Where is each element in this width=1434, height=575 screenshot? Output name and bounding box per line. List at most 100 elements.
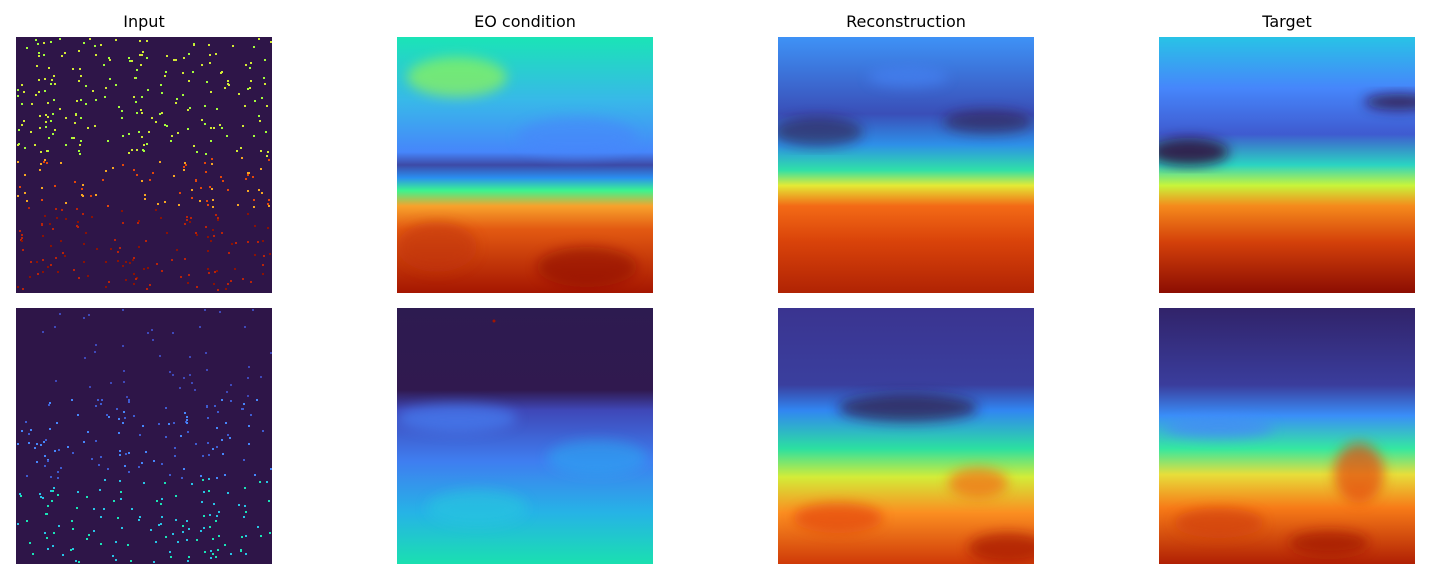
sample-point [106, 414, 108, 416]
sample-point [128, 133, 130, 135]
sample-point [57, 494, 59, 496]
sample-point [270, 468, 272, 470]
sample-point [158, 423, 160, 425]
sample-point [100, 456, 102, 458]
sample-point [211, 163, 213, 165]
sample-point [135, 77, 137, 79]
sample-point [45, 439, 47, 441]
sample-point [268, 159, 270, 161]
sample-point [90, 195, 92, 197]
sample-point [174, 447, 176, 449]
sample-point [28, 433, 30, 435]
sample-point [88, 534, 90, 536]
sample-point [178, 204, 180, 206]
sample-point [62, 252, 64, 254]
sample-point [183, 166, 185, 168]
sample-point [207, 268, 209, 270]
sample-point [179, 192, 181, 194]
sample-point [77, 414, 79, 416]
sample-point [159, 355, 161, 357]
sample-point [175, 59, 177, 61]
sample-point [141, 462, 143, 464]
sample-point [183, 169, 185, 171]
sample-point [219, 124, 221, 126]
sample-point [213, 503, 215, 505]
sample-point [247, 395, 249, 397]
sample-point [206, 369, 208, 371]
sample-point [78, 50, 80, 52]
sample-point [196, 151, 198, 153]
sample-point [141, 136, 143, 138]
sample-point [119, 480, 121, 482]
sample-point [226, 391, 228, 393]
sample-point [191, 483, 193, 485]
sample-point [19, 186, 21, 188]
sample-point [196, 539, 198, 541]
sample-point [161, 92, 163, 94]
sample-point [83, 261, 85, 263]
sample-point [75, 560, 77, 562]
sample-point [24, 174, 26, 176]
sample-point [95, 99, 97, 101]
sample-point [182, 72, 184, 74]
sample-point [65, 202, 67, 204]
sample-point [159, 113, 161, 115]
sample-point [195, 232, 197, 234]
sample-point [83, 42, 85, 44]
sample-point [207, 442, 209, 444]
sample-point [253, 135, 255, 137]
sample-point [65, 117, 67, 119]
sample-point [224, 544, 226, 546]
sample-point [138, 220, 140, 222]
sample-point [125, 261, 127, 263]
sample-point [52, 490, 54, 492]
sample-point [61, 209, 63, 211]
sample-point [210, 240, 212, 242]
sample-point [123, 381, 125, 383]
sample-point [225, 422, 227, 424]
sample-point [28, 442, 30, 444]
sample-point [200, 187, 202, 189]
sample-point [117, 251, 119, 253]
sample-point [77, 221, 79, 223]
sample-point [47, 266, 49, 268]
sample-point [17, 443, 19, 445]
sample-point [80, 99, 82, 101]
sample-point [105, 87, 107, 89]
sample-point [95, 344, 97, 346]
sample-point [122, 164, 124, 166]
sample-point [156, 263, 158, 265]
sample-point [245, 535, 247, 537]
sample-point [95, 54, 97, 56]
sample-point [72, 548, 74, 550]
sample-point [83, 243, 85, 245]
sample-point [39, 169, 41, 171]
sample-point [227, 189, 229, 191]
sample-point [141, 112, 143, 114]
sample-point [19, 493, 21, 495]
sample-point [123, 370, 125, 372]
sample-point [186, 419, 188, 421]
sample-point [101, 399, 103, 401]
sample-point [17, 286, 19, 288]
sample-point [172, 332, 174, 334]
sample-point [247, 377, 249, 379]
sample-point [258, 115, 260, 117]
sample-point [38, 52, 40, 54]
sample-point [253, 46, 255, 48]
sample-point [76, 225, 78, 227]
sample-point [169, 371, 171, 373]
sample-point [155, 121, 157, 123]
sample-point [203, 527, 205, 529]
sample-point [203, 515, 205, 517]
sample-point [263, 255, 265, 257]
sample-point [30, 429, 32, 431]
sample-point [39, 493, 41, 495]
sample-point [28, 207, 30, 209]
sample-point [141, 180, 143, 182]
sample-point [205, 171, 207, 173]
sample-point [224, 87, 226, 89]
sample-point [227, 492, 229, 494]
sample-point [142, 425, 144, 427]
sample-point [53, 99, 55, 101]
